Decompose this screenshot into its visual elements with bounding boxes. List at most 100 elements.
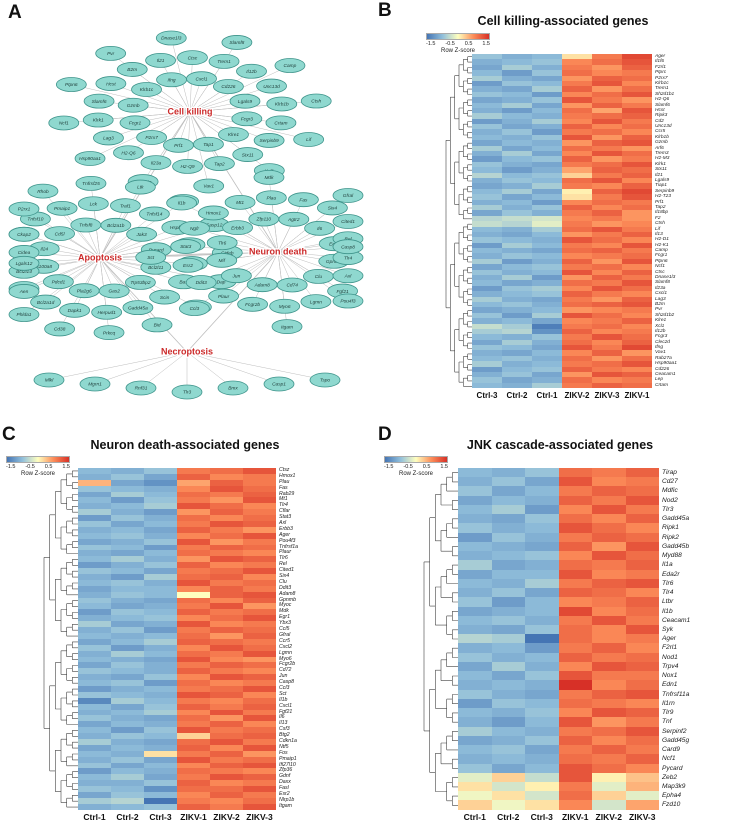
heatmap-cell [502, 355, 532, 362]
gene-node: Pvr [95, 46, 127, 61]
gene-node: Scin [149, 289, 180, 305]
heatmap-cell [562, 145, 592, 152]
heatmap-cell [472, 280, 502, 286]
heatmap-cell [144, 579, 177, 586]
heatmap-cell [592, 54, 622, 60]
heatmap-cell [532, 59, 562, 65]
gene-node: Serpinb9 [253, 133, 285, 148]
svg-text:Slamf8: Slamf8 [229, 40, 244, 46]
heatmap-cell [532, 382, 562, 389]
gene-node: Axl [332, 268, 364, 284]
heatmap-cell [472, 334, 502, 340]
heatmap-cell [111, 762, 144, 769]
gene-node: Ngfr [179, 220, 210, 236]
heatmap-cell [243, 621, 276, 628]
heatmap-cell [111, 786, 144, 792]
gene-label: Egr1 [279, 614, 290, 621]
heatmap-cell [532, 140, 562, 146]
heatmap-cell [210, 632, 243, 639]
heatmap-cell [622, 145, 652, 152]
heatmap-cell [532, 97, 562, 103]
heatmap-cell [622, 231, 652, 238]
heatmap-cell [532, 258, 562, 265]
panel-heatmap-neuron-death: C Neuron death-associated genes -1.5 -0.5… [0, 420, 372, 834]
heatmap-cell [525, 772, 559, 782]
gene-label: H2-M3 [655, 156, 670, 162]
heatmap-cell [458, 680, 492, 690]
heatmap-cell [558, 643, 592, 653]
gene-node: Zfp110 [248, 211, 280, 227]
heatmap-cell [243, 568, 276, 575]
heatmap-cell [472, 258, 502, 265]
heatmap-cell [458, 477, 492, 487]
svg-text:Ngfr: Ngfr [190, 226, 199, 232]
heatmap-cell [210, 762, 243, 769]
heatmap-cell [177, 515, 210, 522]
heatmap-cell [532, 248, 562, 254]
gene-label: Nox1 [662, 672, 678, 680]
heatmap-cell [78, 786, 111, 792]
heatmap-cell [243, 497, 276, 504]
heatmap-cell [622, 345, 652, 351]
heatmap-cell [144, 503, 177, 510]
gene-node: Hcst [95, 76, 127, 91]
gene-node: Cd38 [44, 321, 76, 337]
svg-text:Esr2: Esr2 [183, 263, 193, 269]
heatmap-cell [210, 644, 243, 651]
svg-text:Ccl3: Ccl3 [190, 306, 200, 312]
heatmap-cell [177, 650, 210, 657]
heatmap-cell [177, 485, 210, 492]
gene-node: Gadd45a [122, 300, 154, 316]
heatmap-cell [78, 797, 111, 804]
heatmap-cell [622, 194, 652, 200]
heatmap-cell [177, 697, 210, 704]
heatmap-cell [458, 634, 492, 644]
gene-label: Axl [279, 520, 287, 527]
heatmap-cell [532, 328, 562, 335]
gene-label: Ctsh [655, 221, 665, 227]
svg-text:Cd74: Cd74 [286, 283, 298, 289]
heatmap-cell [592, 350, 622, 356]
svg-text:Klrb1c: Klrb1c [140, 87, 154, 93]
heatmap-cell [472, 269, 502, 276]
heatmap-cell [491, 800, 525, 810]
gene-label: Pou4f3 [279, 537, 296, 544]
column-label: Ctrl-3 [149, 812, 172, 822]
heatmap-cell [592, 551, 626, 561]
svg-text:Vav1: Vav1 [203, 184, 214, 190]
heatmap-cell [622, 167, 652, 173]
gene-node: Ccl3 [178, 301, 210, 316]
gene-node: Ckap2 [8, 226, 40, 242]
heatmap-cell [592, 634, 626, 644]
heatmap-cell [111, 556, 144, 563]
heatmap-cell [472, 323, 502, 329]
heatmap-cell [472, 296, 502, 302]
heatmap-cell [562, 312, 592, 319]
heatmap-cell [491, 708, 525, 718]
heatmap-cell [458, 726, 492, 736]
heatmap-cell [472, 372, 502, 378]
heatmap-cell [622, 264, 652, 270]
heatmap-cell [210, 662, 243, 669]
heatmap-cell [243, 644, 276, 651]
heatmap-cell [144, 744, 177, 751]
gene-label: F2 [655, 215, 661, 221]
heatmap-cell [144, 627, 177, 633]
svg-text:Stat3: Stat3 [180, 244, 192, 250]
column-label: Ctrl-1 [83, 812, 106, 822]
heatmap-cell [243, 550, 276, 557]
gene-label: Dnase1l3 [655, 275, 676, 281]
heatmap-cell [144, 691, 177, 698]
gene-label: Ripk1 [662, 524, 679, 532]
gene-label: Mdfic [662, 487, 678, 495]
heatmap-cell [525, 680, 559, 690]
heatmap-cell [558, 541, 592, 552]
heatmap-cell [562, 113, 592, 119]
panel-label-b: B [378, 0, 392, 21]
heatmap-cell [144, 603, 177, 610]
heatmap-cell [78, 532, 111, 539]
gene-label: Myoc [279, 602, 292, 609]
svg-text:Bcl2a1d: Bcl2a1d [37, 300, 55, 306]
svg-text:Lif: Lif [306, 137, 312, 143]
heatmap-cell [592, 615, 626, 625]
